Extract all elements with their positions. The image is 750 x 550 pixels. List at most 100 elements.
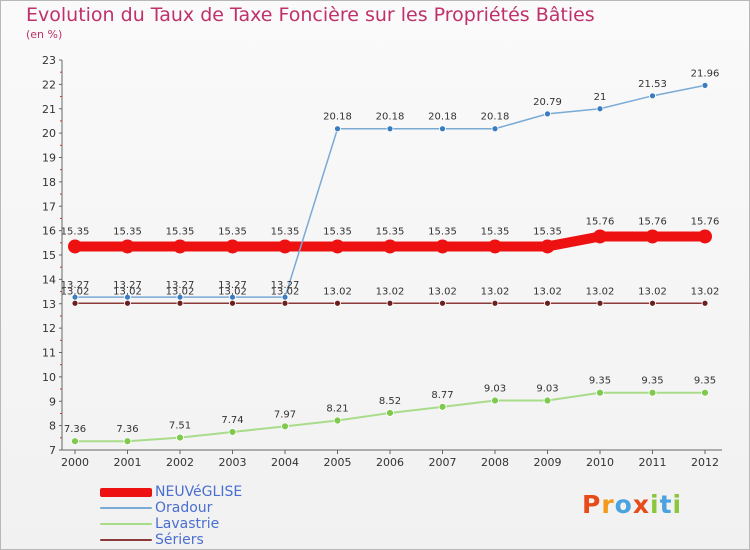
y-tick-label: 14 — [42, 273, 56, 286]
x-tick-label: 2007 — [429, 456, 457, 469]
y-tick-label: 20 — [42, 127, 56, 140]
data-label: 13.27 — [271, 280, 300, 291]
data-label: 13.27 — [113, 280, 142, 291]
data-label: 9.35 — [641, 376, 663, 387]
y-tick-label: 22 — [42, 78, 56, 91]
data-point — [543, 396, 552, 405]
legend-label: Sériers — [155, 532, 204, 548]
data-point — [386, 299, 394, 307]
x-tick-label: 2010 — [586, 456, 614, 469]
data-label: 9.03 — [484, 384, 506, 395]
data-label: 8.77 — [431, 390, 453, 401]
logo-letter: x — [632, 490, 650, 519]
data-label: 7.74 — [221, 415, 243, 426]
y-tick-label: 21 — [42, 103, 56, 116]
data-label: 21.53 — [638, 79, 667, 90]
x-tick-label: 2006 — [376, 456, 404, 469]
data-label: 13.02 — [61, 286, 90, 297]
data-label: 9.03 — [536, 384, 558, 395]
y-tick-label: 18 — [42, 176, 56, 189]
data-point — [383, 239, 397, 254]
data-point — [439, 125, 446, 133]
logo-letter: i — [672, 490, 683, 519]
data-label: 8.21 — [326, 404, 348, 415]
data-point — [649, 92, 656, 100]
data-point — [701, 81, 709, 89]
data-label: 21 — [594, 92, 607, 103]
data-label: 13.02 — [533, 286, 562, 297]
x-tick-label: 2002 — [166, 456, 194, 469]
data-label: 13.02 — [481, 286, 510, 297]
data-label: 20.18 — [481, 112, 510, 123]
data-point — [544, 110, 551, 118]
data-point — [701, 388, 709, 397]
data-point — [68, 239, 82, 254]
data-label: 9.35 — [589, 376, 611, 387]
data-point — [649, 299, 656, 307]
data-label: 13.02 — [218, 286, 247, 297]
y-tick-label: 9 — [49, 395, 56, 408]
data-point — [330, 239, 345, 254]
data-label: 20.18 — [376, 112, 405, 123]
data-label: 13.02 — [638, 286, 667, 297]
data-label: 20.18 — [323, 112, 352, 123]
data-point — [281, 299, 289, 307]
x-tick-label: 2004 — [271, 456, 299, 469]
data-point — [71, 299, 79, 307]
data-point — [596, 105, 604, 113]
data-point — [593, 229, 607, 244]
x-tick-label: 2003 — [219, 456, 247, 469]
data-point — [544, 299, 551, 307]
data-point — [176, 433, 184, 442]
logo-letter: P — [582, 490, 602, 519]
data-point — [438, 402, 447, 411]
data-label: 7.36 — [64, 424, 86, 435]
data-label: 15.76 — [691, 216, 720, 227]
data-label: 15.35 — [376, 226, 405, 237]
legend-item: Oradour — [100, 500, 242, 516]
data-point — [435, 239, 450, 254]
legend-swatch — [100, 539, 152, 541]
logo-letter: o — [614, 490, 633, 519]
chart-subtitle: (en %) — [26, 28, 63, 41]
data-point — [439, 299, 446, 307]
x-tick-label: 2011 — [639, 456, 667, 469]
proxiti-logo: Proxiti — [582, 490, 682, 519]
data-point — [123, 437, 132, 446]
data-label: 15.35 — [481, 226, 510, 237]
data-label: 15.35 — [323, 226, 352, 237]
data-label: 13.27 — [218, 280, 247, 291]
data-label: 7.51 — [169, 421, 191, 432]
y-tick-label: 13 — [42, 298, 56, 311]
y-tick-label: 16 — [42, 225, 56, 238]
data-point — [333, 416, 342, 425]
legend-label: Lavastrie — [155, 516, 220, 532]
data-label: 7.36 — [116, 424, 138, 435]
legend-swatch — [100, 523, 152, 525]
data-label: 7.97 — [274, 409, 296, 420]
y-tick-label: 15 — [42, 249, 56, 262]
y-tick-label: 19 — [42, 152, 56, 165]
data-point — [491, 125, 499, 133]
data-label: 13.02 — [323, 286, 352, 297]
y-tick-label: 11 — [42, 347, 56, 360]
data-point — [698, 229, 712, 244]
data-point — [491, 396, 499, 405]
legend-swatch — [100, 507, 152, 509]
legend-item: Sériers — [100, 532, 242, 548]
data-label: 20.18 — [428, 112, 457, 123]
x-tick-label: 2012 — [691, 456, 719, 469]
data-point — [386, 409, 394, 417]
data-point — [228, 428, 237, 436]
data-label: 15.35 — [533, 226, 562, 237]
y-tick-label: 10 — [42, 371, 56, 384]
data-point — [278, 239, 292, 254]
data-label: 21.96 — [691, 68, 720, 79]
data-label: 13.02 — [376, 286, 405, 297]
data-label: 13.02 — [691, 286, 720, 297]
legend-item: Lavastrie — [100, 516, 242, 532]
data-point — [334, 125, 341, 133]
data-label: 13.02 — [166, 286, 195, 297]
